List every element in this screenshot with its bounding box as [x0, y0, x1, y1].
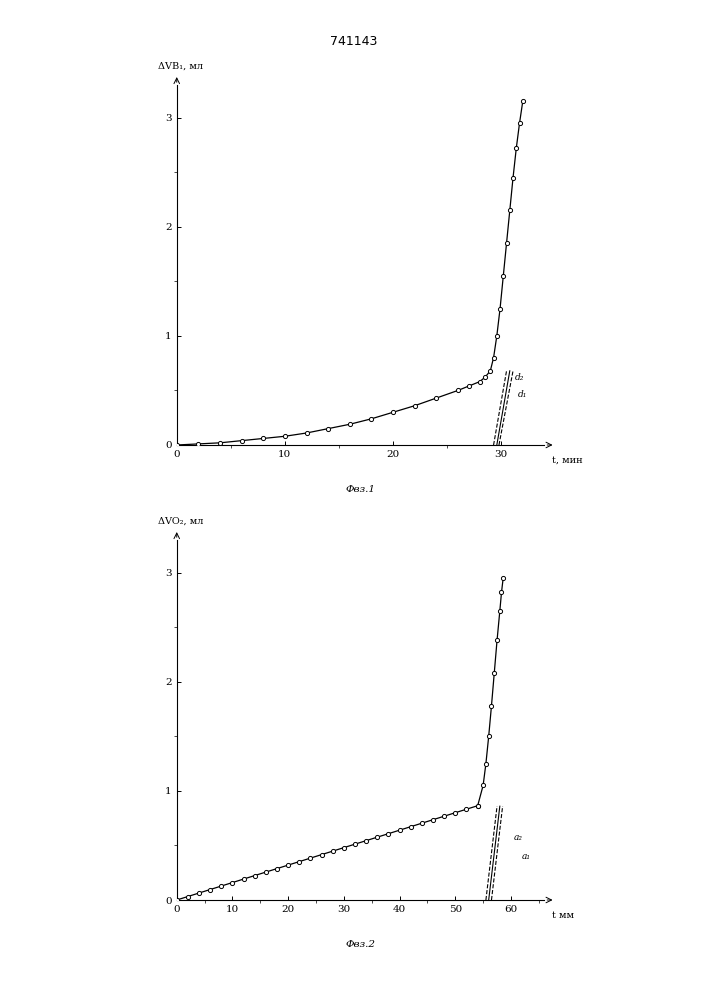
Text: Φвз.1: Φвз.1 — [346, 485, 375, 494]
Text: Φвз.2: Φвз.2 — [346, 940, 375, 949]
Text: t мм: t мм — [551, 911, 574, 920]
Text: a₂: a₂ — [514, 833, 522, 842]
Text: a₁: a₁ — [522, 852, 531, 861]
Text: ΔVO₂, мл: ΔVO₂, мл — [158, 517, 204, 526]
Text: 741143: 741143 — [329, 35, 378, 48]
Text: d₂: d₂ — [515, 373, 525, 382]
Text: ΔVB₁, мл: ΔVB₁, мл — [158, 62, 204, 71]
Text: t, мин: t, мин — [551, 456, 583, 465]
Text: d₁: d₁ — [518, 390, 527, 399]
